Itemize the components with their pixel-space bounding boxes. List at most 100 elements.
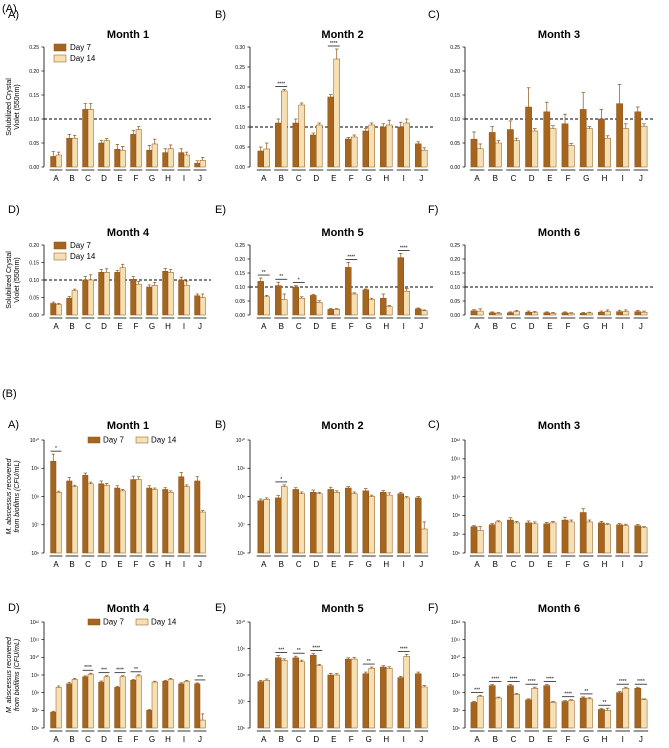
bar-day14-I [403, 497, 410, 554]
bar-day14-I [183, 285, 190, 316]
x-tick-label: H [383, 174, 389, 183]
legend-label: Day 14 [70, 252, 96, 261]
bar-day14-J [199, 719, 206, 729]
bar-day7-E [327, 489, 334, 554]
x-tick-label: B [69, 174, 74, 183]
bar-day7-I [616, 692, 623, 729]
bar-day7-J [415, 143, 422, 168]
bar-day7-A [470, 138, 478, 168]
x-tick-label: C [85, 174, 91, 183]
bar-day14-C [298, 661, 305, 729]
y-tick-label: 10⁶ [31, 726, 39, 732]
x-tick-label: C [296, 174, 302, 183]
bar-day14-F [567, 313, 575, 316]
bar-day7-G [146, 149, 153, 168]
y-tick-label: 10¹² [30, 620, 39, 626]
x-tick-label: G [149, 735, 155, 744]
bar-day7-H [598, 118, 605, 168]
y-tick-label: 0.00 [235, 165, 245, 171]
bar-day14-J [421, 149, 428, 168]
significance-label: **** [491, 677, 499, 683]
x-tick-label: B [279, 735, 284, 744]
bar-day14-G [586, 521, 593, 554]
x-tick-label: I [622, 735, 624, 744]
bar-day14-C [513, 694, 520, 729]
chart-b-month-4: D) Month 4 10⁶ 10⁷ 10⁸ 10⁹ 10¹⁰ 10¹¹ 10¹² A B C D E F G… [6, 602, 207, 744]
chart-title: Month 5 [321, 227, 363, 239]
x-tick-label: A [261, 560, 267, 569]
x-tick-label: H [383, 322, 389, 331]
bar-day14-G [586, 698, 593, 729]
x-tick-label: D [313, 560, 319, 569]
x-tick-label: B [493, 174, 498, 183]
y-tick-label: 10¹² [451, 438, 460, 444]
x-tick-label: D [313, 735, 319, 744]
bar-day14-F [135, 479, 142, 554]
bar-day14-E [549, 128, 557, 168]
bar-day7-F [561, 701, 569, 729]
bar-day7-I [397, 126, 404, 168]
bar-day14-D [531, 130, 539, 168]
bar-day7-D [525, 699, 532, 729]
bar-day14-E [333, 309, 340, 316]
bar-day7-J [634, 311, 642, 316]
chart-title: Month 1 [107, 29, 149, 41]
y-axis-title: M. abscessus recovered [6, 636, 13, 713]
x-tick-label: F [349, 735, 354, 744]
bar-day7-H [380, 126, 387, 168]
x-tick-label: F [566, 174, 571, 183]
panel-letter: D) [8, 602, 20, 614]
bar-day14-B [495, 313, 502, 316]
x-tick-label: I [622, 560, 624, 569]
bar-day7-G [146, 286, 153, 316]
bar-day14-F [567, 145, 575, 168]
bar-day7-J [415, 308, 422, 316]
bar-day14-I [622, 311, 630, 316]
y-tick-label: 10⁸ [452, 513, 460, 519]
x-tick-label: I [403, 174, 405, 183]
x-tick-label: J [198, 560, 202, 569]
bar-day14-D [531, 312, 539, 316]
y-tick-label: 10¹¹ [451, 637, 460, 643]
bar-day14-D [316, 665, 323, 729]
significance-label: **** [400, 646, 408, 652]
bar-day7-C [292, 286, 299, 316]
chart-a-month-3: C) Month 3 0.00 0.05 0.10 0.15 0.20 0.25 A B C D E F G… [428, 9, 653, 183]
bar-day7-C [292, 122, 299, 168]
y-tick-label: 10⁹ [237, 466, 245, 472]
bar-day14-D [316, 302, 323, 316]
y-tick-label: 0.15 [235, 105, 245, 111]
y-tick-label: 10⁷ [32, 708, 40, 714]
bar-day7-C [82, 676, 89, 729]
panel-letter: E) [215, 602, 226, 614]
bar-day14-E [549, 522, 557, 554]
bar-day14-H [604, 137, 611, 168]
legend-swatch [53, 54, 67, 63]
bar-day7-A [470, 310, 478, 316]
x-tick-label: J [419, 174, 423, 183]
bar-day7-A [470, 702, 478, 729]
bar-day7-J [194, 480, 201, 554]
chart-title: Month 2 [321, 420, 363, 432]
bar-day14-F [135, 283, 142, 316]
bar-day14-H [386, 494, 393, 554]
y-tick-label: 10¹⁰ [30, 655, 39, 661]
bar-day7-J [415, 673, 422, 729]
bar-day7-G [579, 512, 587, 554]
bar-day14-C [298, 104, 305, 168]
x-tick-label: E [331, 560, 336, 569]
bar-day7-F [345, 138, 352, 168]
bar-day14-I [622, 525, 630, 554]
panel-letter: C) [428, 419, 440, 431]
y-tick-label: 10⁷ [453, 532, 461, 538]
bar-day14-B [71, 486, 78, 554]
y-tick-label: 0.25 [235, 243, 245, 249]
chart-a-month-5: E) Month 5 0.00 0.05 0.10 0.15 0.20 0.25 A B C D E F G… [215, 204, 433, 331]
bar-day14-A [263, 680, 270, 729]
bar-day14-E [119, 676, 126, 729]
x-tick-label: I [622, 322, 624, 331]
bar-day14-F [567, 700, 575, 729]
y-tick-label: 0.15 [235, 271, 245, 277]
x-tick-label: B [493, 560, 498, 569]
x-tick-label: H [602, 735, 608, 744]
